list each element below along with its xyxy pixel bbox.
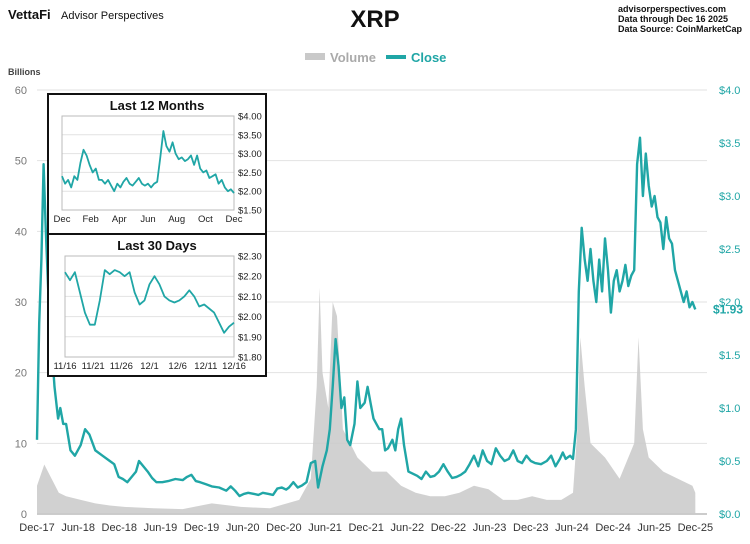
close-series-line	[35, 136, 697, 498]
inset-30-days-x-tick-label: 11/26	[110, 361, 133, 372]
legend-close-label: Close	[411, 50, 446, 65]
y-right-tick-label: $1.0	[719, 403, 740, 415]
legend-close-swatch	[386, 55, 406, 59]
legend-volume-label: Volume	[330, 50, 376, 65]
inset-30-days-y-tick-label: $2.20	[238, 272, 262, 283]
volume-series-area	[37, 287, 696, 514]
inset-12-months-x-tick-label: Aug	[168, 214, 185, 225]
x-tick-label: Dec-22	[431, 522, 466, 534]
y-right-tick-label: $2.0	[719, 297, 740, 309]
inset-30-days-y-tick-label: $2.30	[238, 252, 262, 263]
inset-30-days-line	[64, 269, 235, 334]
inset-30-days-y-tick-label: $2.10	[238, 292, 262, 303]
x-tick-label: Jun-18	[61, 522, 95, 534]
brand-logo: VettaFi	[8, 7, 51, 22]
inset-30-days-y-tick-label: $1.80	[238, 353, 262, 364]
inset-12-months-x-tick-label: Dec	[54, 214, 71, 225]
x-tick-label: Jun-19	[144, 522, 178, 534]
inset-12-months-x-tick-label: Oct	[198, 214, 213, 225]
inset-12-months-line	[61, 130, 235, 194]
y-left-tick-label: 40	[15, 226, 27, 238]
brand-name: VettaFi	[8, 7, 51, 22]
inset-12-months-x-tick-label: Apr	[112, 214, 127, 225]
legend-volume-swatch	[305, 53, 325, 60]
inset-30-days-x-tick-label: 12/11	[194, 361, 217, 372]
x-tick-label: Dec-25	[678, 522, 713, 534]
inset-30-days-title: Last 30 Days	[117, 238, 197, 253]
inset-12-months-y-tick-label: $2.00	[238, 187, 262, 198]
source-info: advisorperspectives.com Data through Dec…	[618, 4, 742, 34]
x-tick-label: Jun-24	[555, 522, 589, 534]
y-right-tick-label: $3.5	[719, 138, 740, 150]
legend: Volume Close	[305, 50, 446, 65]
y-left-tick-label: 60	[15, 85, 27, 97]
inset-30-days-x-tick-label: 11/16	[53, 361, 76, 372]
y-right-tick-label: $0.0	[719, 509, 740, 521]
inset-12-months: Last 12 Months $1.50 $2.00 $2.50 $3.00 $3.50 $…	[47, 93, 267, 235]
inset-30-days-x-tick-label: 12/1	[140, 361, 159, 372]
data-through: Data through Dec 16 2025	[617, 14, 729, 24]
inset-30-days-x-tick-label: 12/6	[168, 361, 187, 372]
x-tick-label: Dec-24	[595, 522, 630, 534]
inset-12-months-y-tick-label: $2.50	[238, 168, 262, 179]
inset-12-months-y-tick-label: $1.50	[238, 206, 262, 217]
x-tick-label: Dec-19	[184, 522, 219, 534]
inset-30-days-x-tick-label: 11/21	[82, 361, 105, 372]
y-right-tick-label: $0.5	[719, 456, 740, 468]
x-tick-label: Jun-25	[637, 522, 671, 534]
last-value-label: $1.93	[713, 302, 743, 316]
inset-12-months-y-tick-label: $4.00	[238, 112, 262, 123]
x-tick-label: Dec-20	[266, 522, 301, 534]
inset-30-days: Last 30 Days $1.80 $1.90 $2.00 $2.10 $2.20 $2.…	[47, 233, 267, 377]
chart-title: XRP	[350, 6, 400, 33]
inset-30-days-y-tick-label: $2.00	[238, 312, 262, 323]
y-left-tick-label: 20	[15, 368, 27, 380]
inset-12-months-x-tick-label: Jun	[140, 214, 155, 225]
y-left-tick-label: 0	[21, 509, 27, 521]
inset-12-months-y-tick-label: $3.50	[238, 130, 262, 141]
y-right-tick-label: $3.0	[719, 191, 740, 203]
inset-12-months-x-tick-label: Feb	[82, 214, 98, 225]
y-right-tick-label: $1.5	[719, 350, 740, 362]
inset-12-months-plot-frame	[61, 115, 235, 211]
site-url: advisorperspectives.com	[617, 4, 727, 14]
inset-12-months-y-tick-label: $3.00	[238, 149, 262, 160]
x-tick-label: Dec-23	[513, 522, 548, 534]
x-tick-label: Jun-22	[391, 522, 425, 534]
data-source: Data Source: CoinMarketCap	[617, 24, 742, 34]
y-left-axis-label: Billions	[8, 67, 41, 77]
inset-12-months-x-tick-label: Dec	[226, 214, 243, 225]
x-tick-label: Dec-21	[348, 522, 383, 534]
x-tick-label: Dec-18	[102, 522, 137, 534]
x-tick-label: Jun-20	[226, 522, 260, 534]
inset-30-days-frame	[47, 233, 267, 377]
x-tick-label: Jun-21	[308, 522, 342, 534]
y-left-tick-label: 30	[15, 297, 27, 309]
y-right-tick-label: $2.5	[719, 244, 740, 256]
y-left-tick-label: 50	[15, 156, 27, 168]
y-left-tick-label: 10	[15, 438, 27, 450]
inset-30-days-y-tick-label: $1.90	[238, 332, 262, 343]
y-right-tick-label: $4.0	[719, 85, 740, 97]
x-tick-label: Jun-23	[473, 522, 507, 534]
inset-30-days-plot-frame	[64, 255, 235, 358]
inset-12-months-title: Last 12 Months	[110, 98, 205, 113]
x-tick-label: Dec-17	[19, 522, 54, 534]
brand-subtitle: Advisor Perspectives	[61, 10, 164, 22]
inset-30-days-x-tick-label: 12/16	[222, 361, 246, 372]
